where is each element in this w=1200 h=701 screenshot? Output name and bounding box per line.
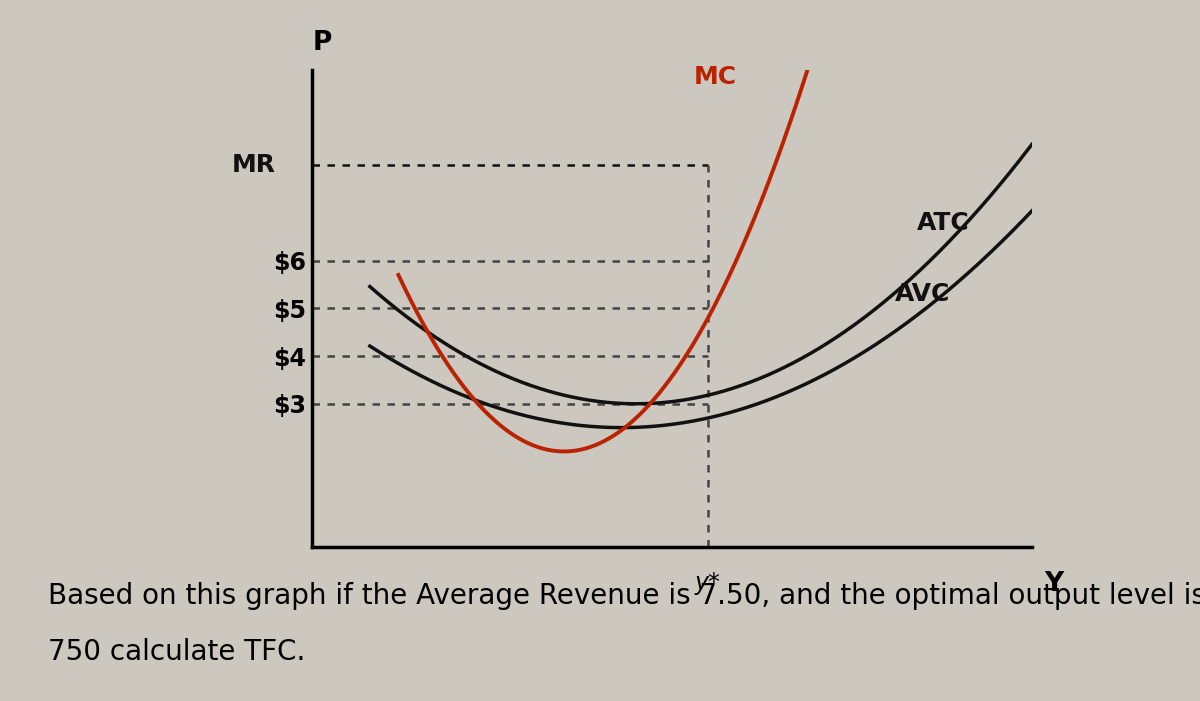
Text: Y: Y — [1044, 571, 1063, 597]
Text: Based on this graph if the Average Revenue is 7.50, and the optimal output level: Based on this graph if the Average Reven… — [48, 582, 1200, 610]
Text: ATC: ATC — [917, 210, 970, 235]
Text: MC: MC — [694, 65, 737, 89]
Text: MR: MR — [232, 154, 276, 177]
Text: AVC: AVC — [895, 282, 950, 306]
Text: P: P — [313, 30, 332, 56]
Text: y*: y* — [695, 571, 721, 594]
Text: 750 calculate TFC.: 750 calculate TFC. — [48, 638, 305, 666]
